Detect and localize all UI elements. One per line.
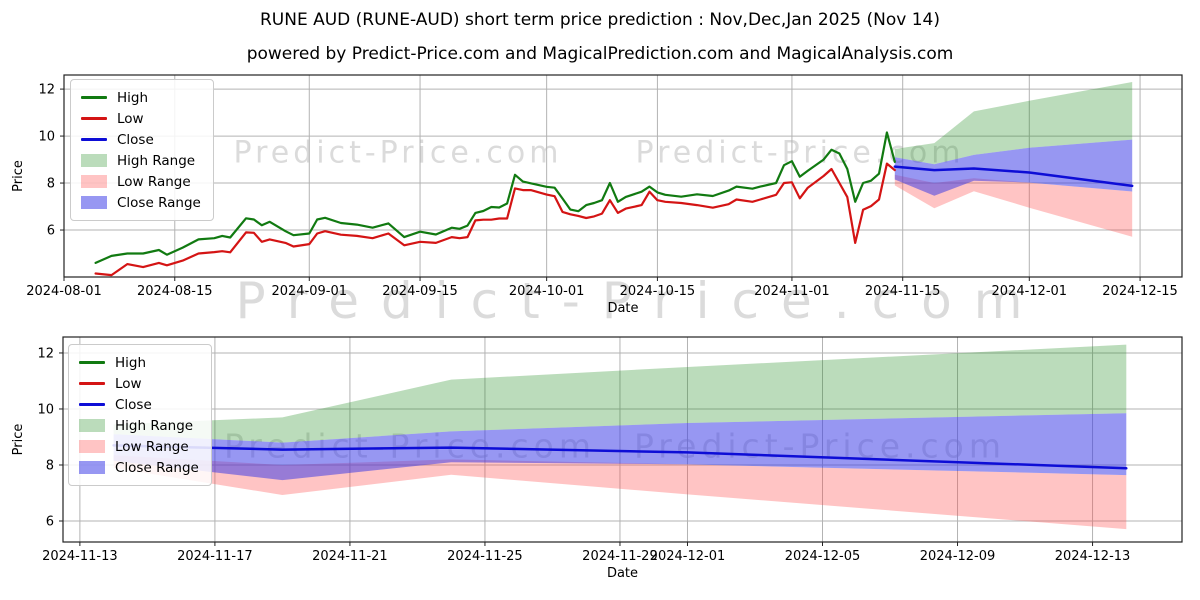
y-tick-label: 12 <box>38 83 55 98</box>
legend-item-close: Close <box>79 394 199 415</box>
x-tick-label: 2024-08-01 <box>26 284 102 299</box>
grid-lines <box>63 75 1182 277</box>
series-low-line <box>94 162 896 277</box>
legend-item-high: High <box>81 87 201 108</box>
x-tick-label: 2024-11-17 <box>177 549 253 564</box>
legend-label: Close Range <box>117 194 201 211</box>
legend-label: High Range <box>115 417 194 434</box>
series-close-range-band <box>894 139 1133 196</box>
legend-swatch-icon <box>81 175 107 188</box>
chart-overview: 2024-08-01 2024-08-15 2024-09-01 2024-09-15… <box>11 74 1183 316</box>
series-high-range-band <box>894 82 1133 165</box>
x-tick-label: 2024-09-15 <box>382 284 458 299</box>
legend-swatch-icon <box>81 96 107 99</box>
legend-item-low: Low <box>81 108 201 129</box>
y-tick-label: 8 <box>47 177 55 192</box>
y-tick-label: 8 <box>46 458 54 473</box>
legend-item-low-range: Low Range <box>79 436 199 457</box>
legend-label: Low Range <box>117 173 191 190</box>
x-tick-label: 2024-12-01 <box>650 549 726 564</box>
y-tick-label: 10 <box>37 402 54 417</box>
x-tick-label: 2024-10-01 <box>509 284 585 299</box>
watermark-text: Predict-Price.com <box>233 135 563 171</box>
x-tick-label: 2024-11-15 <box>865 284 941 299</box>
legend-swatch-icon <box>79 382 105 385</box>
chart-forecast: 2024-11-13 2024-11-17 2024-11-21 2024-11-25… <box>11 336 1183 581</box>
series-close-range-band <box>113 413 1127 481</box>
chart-title: RUNE AUD (RUNE-AUD) short term price pre… <box>259 10 941 30</box>
legend-label: High Range <box>117 152 196 169</box>
x-tick-label: 2024-12-09 <box>920 549 996 564</box>
x-axis-label: Date <box>607 301 638 316</box>
watermark-text: Predict-Price.com <box>235 272 1045 330</box>
legend-item-high-range: High Range <box>81 150 201 171</box>
x-tick-label: 2024-12-15 <box>1102 284 1178 299</box>
y-tick-label: 12 <box>37 346 54 361</box>
series-low-range-band <box>894 174 1133 237</box>
axes-frame <box>62 336 1183 543</box>
legend-label: Close <box>117 131 154 148</box>
legend-item-high-range: High Range <box>79 415 199 436</box>
legend-swatch-icon <box>81 138 107 141</box>
legend-label: Low <box>115 375 142 392</box>
series-high-range-band <box>113 344 1127 443</box>
legend-item-low-range: Low Range <box>81 171 201 192</box>
y-tick-label: 6 <box>47 224 55 239</box>
series-high-line <box>94 131 896 264</box>
series-low-range-band <box>113 455 1127 530</box>
series-close-line <box>112 444 1128 470</box>
legend-label: Low <box>117 110 144 127</box>
legend-swatch-icon <box>81 154 107 167</box>
legend-box-chart-1: High Low Close High Range Low Range Close Ran… <box>70 79 214 221</box>
x-axis-label: Date <box>607 566 638 581</box>
legend-item-close: Close <box>81 129 201 150</box>
y-axis-label: Price <box>11 424 26 456</box>
y-axis-label: Price <box>11 160 26 192</box>
series-close-line <box>893 165 1134 188</box>
legend-item-close-range: Close Range <box>79 457 199 478</box>
x-tick-label: 2024-11-01 <box>754 284 830 299</box>
legend-label: High <box>115 354 147 371</box>
axes-frame <box>63 74 1183 278</box>
legend-item-high: High <box>79 352 199 373</box>
legend-label: Close Range <box>115 459 199 476</box>
y-tick-label: 6 <box>46 514 54 529</box>
x-tick-label: 2024-10-15 <box>620 284 696 299</box>
x-tick-label: 2024-08-15 <box>137 284 213 299</box>
legend-swatch-icon <box>79 440 105 453</box>
legend-label: Close <box>115 396 152 413</box>
legend-swatch-icon <box>79 403 105 406</box>
legend-swatch-icon <box>79 419 105 432</box>
x-tick-label: 2024-09-01 <box>271 284 347 299</box>
legend-item-low: Low <box>79 373 199 394</box>
legend-swatch-icon <box>81 117 107 120</box>
legend-label: High <box>117 89 149 106</box>
y-tick-label: 10 <box>38 130 55 145</box>
legend-swatch-icon <box>79 361 105 364</box>
x-tick-label: 2024-11-25 <box>447 549 523 564</box>
legend-swatch-icon <box>81 196 107 209</box>
legend-item-close-range: Close Range <box>81 192 201 213</box>
x-tick-label: 2024-12-05 <box>785 549 861 564</box>
x-tick-label: 2024-11-13 <box>42 549 118 564</box>
x-tick-label: 2024-12-13 <box>1055 549 1131 564</box>
legend-label: Low Range <box>115 438 189 455</box>
x-tick-label: 2024-12-01 <box>992 284 1068 299</box>
x-tick-label: 2024-11-29 <box>582 549 658 564</box>
legend-box-chart-2: High Low Close High Range Low Range Close Ran… <box>68 344 212 486</box>
chart-subtitle: powered by Predict-Price.com and Magical… <box>246 44 954 64</box>
x-tick-label: 2024-11-21 <box>312 549 388 564</box>
legend-swatch-icon <box>79 461 105 474</box>
